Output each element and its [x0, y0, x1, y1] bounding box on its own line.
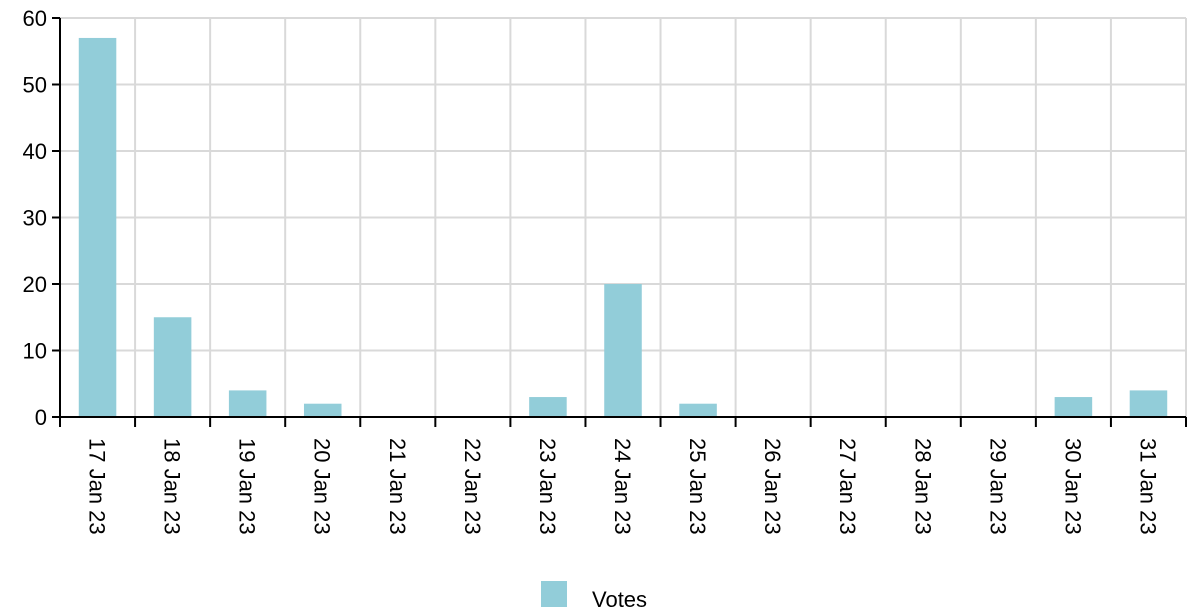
- y-tick-label-50: 50: [23, 73, 47, 98]
- x-tick-label-7: 24 Jan 23: [610, 438, 635, 535]
- bar-1: [153, 317, 192, 417]
- x-tick-label-2: 19 Jan 23: [235, 438, 260, 535]
- x-tick-label-1: 18 Jan 23: [160, 438, 185, 535]
- x-tick-label-10: 27 Jan 23: [835, 438, 860, 535]
- bar-14: [1129, 390, 1168, 417]
- x-tick-label-12: 29 Jan 23: [985, 438, 1010, 535]
- y-tick-label-60: 60: [23, 6, 47, 31]
- y-tick-label-20: 20: [23, 272, 47, 297]
- x-tick-label-3: 20 Jan 23: [310, 438, 335, 535]
- x-tick-label-13: 30 Jan 23: [1060, 438, 1085, 535]
- bars: [78, 37, 1168, 417]
- y-tick-label-0: 0: [35, 405, 47, 430]
- grid-lines: [60, 17, 1187, 417]
- y-tick-label-30: 30: [23, 206, 47, 231]
- bar-8: [679, 403, 717, 417]
- x-tick-label-6: 23 Jan 23: [535, 438, 560, 535]
- x-tick-label-0: 17 Jan 23: [85, 438, 110, 535]
- bar-0: [78, 37, 117, 417]
- y-tick-label-40: 40: [23, 139, 47, 164]
- x-tick-label-14: 31 Jan 23: [1135, 438, 1160, 535]
- legend-swatch-votes: [541, 581, 567, 607]
- y-tick-label-10: 10: [23, 339, 47, 364]
- x-tick-label-5: 22 Jan 23: [460, 438, 485, 535]
- bar-7: [604, 284, 642, 417]
- legend: Votes: [541, 581, 647, 612]
- bar-2: [228, 390, 267, 417]
- bar-6: [529, 397, 567, 417]
- x-tick-label-4: 21 Jan 23: [385, 438, 410, 535]
- x-tick-label-11: 28 Jan 23: [910, 438, 935, 535]
- legend-label-votes: Votes: [592, 587, 647, 609]
- axes: 0 10 20 30 40 50 60 17 Jan 23 18 Jan 23 19 Jan 23…: [23, 6, 1187, 535]
- x-tick-label-8: 25 Jan 23: [685, 438, 710, 535]
- bar-3: [303, 403, 342, 417]
- bar-13: [1054, 397, 1093, 417]
- x-tick-label-9: 26 Jan 23: [760, 438, 785, 535]
